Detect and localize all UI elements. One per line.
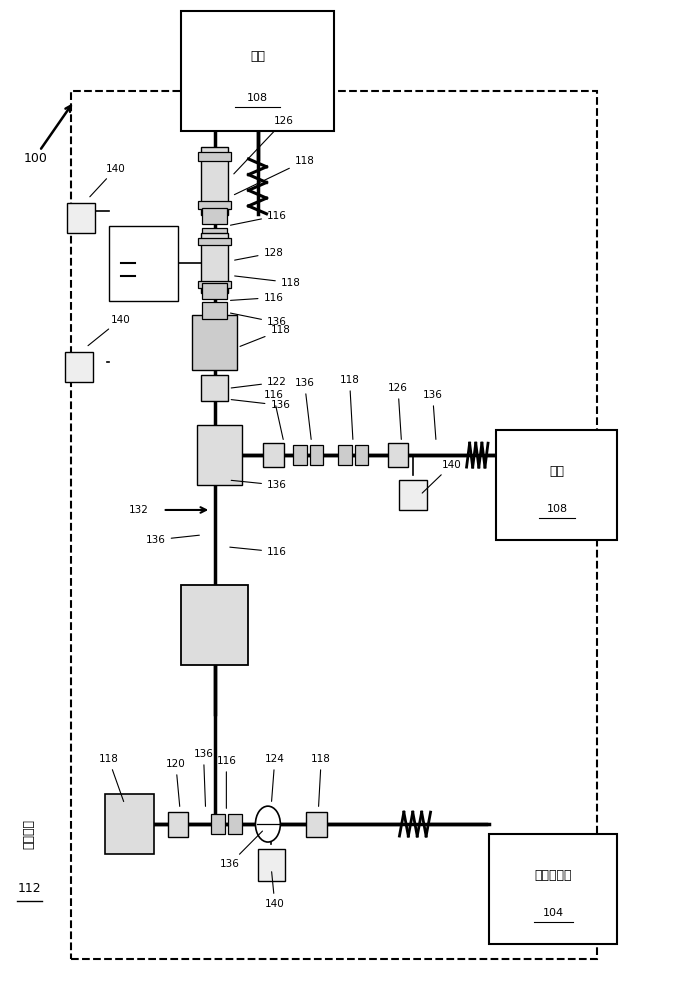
Bar xyxy=(197,425,243,485)
Text: 136: 136 xyxy=(146,535,199,545)
Bar xyxy=(338,445,352,465)
Text: 136: 136 xyxy=(231,400,291,410)
Bar xyxy=(489,834,617,944)
Text: 136: 136 xyxy=(231,313,287,327)
Text: 116: 116 xyxy=(231,211,287,225)
Bar xyxy=(167,812,188,837)
Text: 过程: 过程 xyxy=(250,50,265,63)
Text: 116: 116 xyxy=(231,293,284,303)
Text: 118: 118 xyxy=(235,276,301,288)
Text: 124: 124 xyxy=(265,754,285,801)
Text: 140: 140 xyxy=(265,872,285,909)
Bar xyxy=(202,228,227,244)
Text: 116: 116 xyxy=(263,390,284,439)
Text: 140: 140 xyxy=(90,164,126,197)
Bar xyxy=(400,480,427,510)
Bar xyxy=(202,147,228,215)
Bar xyxy=(258,849,285,881)
Text: 140: 140 xyxy=(422,460,461,493)
Text: 118: 118 xyxy=(311,754,331,806)
Bar xyxy=(105,794,154,854)
Bar xyxy=(293,445,306,465)
Bar xyxy=(306,812,327,837)
Bar xyxy=(71,91,597,959)
Bar xyxy=(211,814,225,834)
Bar xyxy=(181,585,248,665)
Text: 122: 122 xyxy=(231,377,287,388)
Text: 116: 116 xyxy=(216,756,236,808)
Text: 流体供应器: 流体供应器 xyxy=(534,869,572,882)
Text: 136: 136 xyxy=(220,831,263,869)
Text: 128: 128 xyxy=(235,248,284,260)
Text: 118: 118 xyxy=(240,325,291,346)
Bar xyxy=(202,208,227,224)
Bar xyxy=(198,152,231,161)
Text: 118: 118 xyxy=(99,754,124,802)
Text: 132: 132 xyxy=(129,505,149,515)
Text: 136: 136 xyxy=(194,749,213,806)
Text: 136: 136 xyxy=(423,390,443,439)
Text: 126: 126 xyxy=(388,383,408,439)
Text: 流体回路: 流体回路 xyxy=(22,819,35,849)
Bar xyxy=(202,302,227,319)
Text: 过程: 过程 xyxy=(549,465,564,478)
Bar xyxy=(202,375,228,401)
Bar xyxy=(228,814,242,834)
Bar xyxy=(354,445,368,465)
Text: 118: 118 xyxy=(340,375,359,439)
Text: 136: 136 xyxy=(295,378,315,439)
Text: 126: 126 xyxy=(234,116,294,174)
Text: 140: 140 xyxy=(88,315,131,346)
Text: 120: 120 xyxy=(166,759,186,806)
Bar xyxy=(192,315,237,370)
Bar xyxy=(67,203,95,233)
Text: 108: 108 xyxy=(247,93,268,103)
Bar xyxy=(309,445,323,465)
Circle shape xyxy=(256,806,280,842)
Bar xyxy=(202,283,227,299)
Bar xyxy=(263,443,284,467)
Text: 104: 104 xyxy=(543,908,564,918)
Bar xyxy=(198,201,231,209)
Text: 118: 118 xyxy=(234,156,315,195)
Bar xyxy=(496,430,617,540)
Text: 112: 112 xyxy=(17,882,41,895)
Bar xyxy=(65,352,92,382)
Text: 100: 100 xyxy=(24,152,48,165)
Bar xyxy=(108,226,178,301)
Bar xyxy=(181,11,334,131)
Bar xyxy=(388,443,409,467)
Text: 136: 136 xyxy=(231,480,287,490)
Bar xyxy=(202,233,228,293)
Text: 116: 116 xyxy=(230,547,287,557)
Bar xyxy=(198,281,231,288)
Text: 108: 108 xyxy=(546,504,567,514)
Bar xyxy=(198,238,231,245)
